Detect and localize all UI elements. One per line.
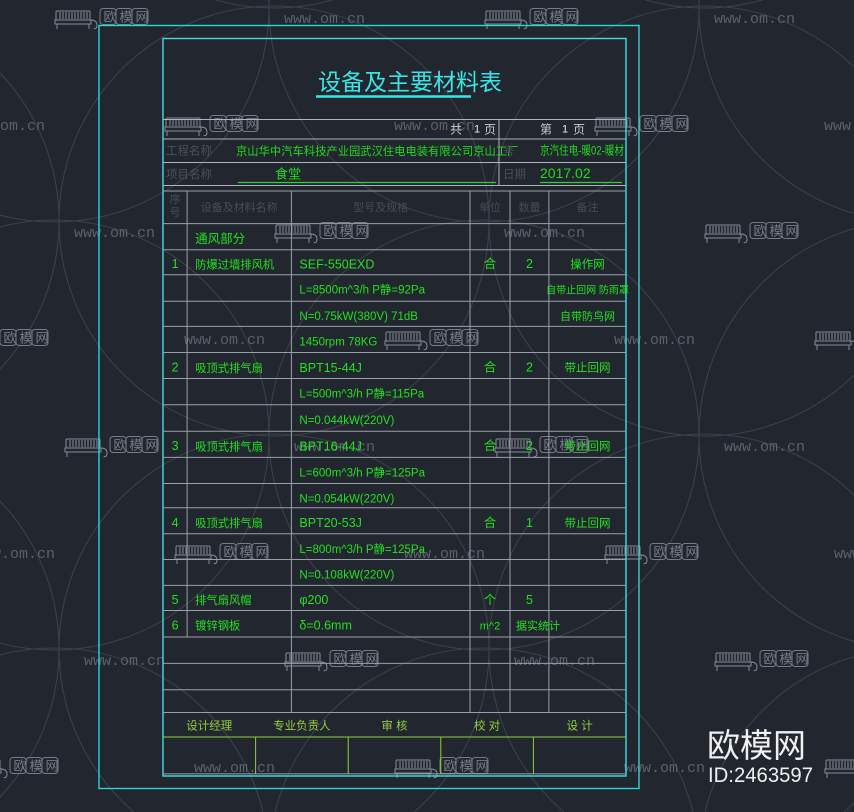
svg-text:防爆过墙排风机: 防爆过墙排风机 <box>195 257 275 271</box>
svg-text:欧模网: 欧模网 <box>707 727 806 764</box>
svg-text:吸顶式排气扇: 吸顶式排气扇 <box>195 440 263 454</box>
svg-text:据实统计: 据实统计 <box>516 618 560 632</box>
svg-text:L=8500m^3/h P静=92Pa: L=8500m^3/h P静=92Pa <box>299 283 425 297</box>
svg-text:N=0.75kW(380V) 71dB: N=0.75kW(380V) 71dB <box>299 311 418 323</box>
svg-text:吸顶式排气扇: 吸顶式排气扇 <box>195 516 263 530</box>
svg-text:审 核: 审 核 <box>381 719 408 733</box>
svg-text:带止回网: 带止回网 <box>565 440 611 453</box>
svg-text:京汽住电-暖02-暖材: 京汽住电-暖02-暖材 <box>540 143 624 158</box>
svg-text:备注: 备注 <box>577 200 599 214</box>
svg-text:吸顶式排气扇: 吸顶式排气扇 <box>195 361 263 375</box>
svg-text:食堂: 食堂 <box>275 167 301 182</box>
svg-text:2: 2 <box>526 257 533 271</box>
svg-text:BPT15-44J: BPT15-44J <box>299 361 362 375</box>
svg-text:2017.02: 2017.02 <box>540 165 591 181</box>
svg-text:BPT16-44J: BPT16-44J <box>299 440 362 454</box>
svg-text:序: 序 <box>170 192 181 206</box>
svg-text:数量: 数量 <box>519 201 541 214</box>
svg-text:L=600m^3/h P静=125Pa: L=600m^3/h P静=125Pa <box>299 465 425 479</box>
svg-text:6: 6 <box>172 618 179 632</box>
svg-text:设备及主要材料表: 设备及主要材料表 <box>318 69 502 95</box>
svg-text:BPT20-53J: BPT20-53J <box>299 516 362 530</box>
svg-text:L=800m^3/h P静=125Pa: L=800m^3/h P静=125Pa <box>299 542 425 556</box>
svg-text:日期: 日期 <box>503 168 526 181</box>
svg-text:共: 共 <box>450 123 462 137</box>
svg-text:专业负责人: 专业负责人 <box>273 719 331 733</box>
svg-text:设计经理: 设计经理 <box>186 720 232 733</box>
svg-text:自带止回网 防雨罩: 自带止回网 防雨罩 <box>546 284 629 297</box>
svg-text:合: 合 <box>484 360 497 375</box>
svg-text:5: 5 <box>172 593 179 607</box>
svg-text:N=0.054kW(220V): N=0.054kW(220V) <box>299 493 394 505</box>
svg-text:1: 1 <box>526 516 533 530</box>
svg-text:京山华中汽车科技产业园武汉住电电装有限公司京山工厂: 京山华中汽车科技产业园武汉住电电装有限公司京山工厂 <box>236 144 518 158</box>
svg-text:N=0.044kW(220V): N=0.044kW(220V) <box>299 415 394 427</box>
svg-text:L=500m^3/h P静=115Pa: L=500m^3/h P静=115Pa <box>299 387 424 401</box>
svg-text:自带防鸟网: 自带防鸟网 <box>560 309 615 323</box>
svg-text:校 对: 校 对 <box>474 719 501 733</box>
svg-text:设备及材料名称: 设备及材料名称 <box>201 200 278 214</box>
svg-text:m^2: m^2 <box>480 620 500 632</box>
svg-text:2: 2 <box>526 361 533 375</box>
svg-text:3: 3 <box>172 439 179 453</box>
svg-text:SEF-550EXD: SEF-550EXD <box>299 257 374 271</box>
svg-text:通风部分: 通风部分 <box>195 231 245 246</box>
svg-text:1: 1 <box>562 124 568 136</box>
svg-text:号: 号 <box>170 206 181 219</box>
svg-text:页: 页 <box>573 123 585 137</box>
svg-text:型号及规格: 型号及规格 <box>353 200 408 214</box>
svg-text:合: 合 <box>484 515 497 530</box>
svg-text:1: 1 <box>172 257 179 271</box>
svg-text:带止回网: 带止回网 <box>565 362 611 375</box>
svg-text:2: 2 <box>526 439 533 453</box>
svg-text:合: 合 <box>484 438 497 453</box>
svg-text:1: 1 <box>474 124 480 136</box>
svg-text:设 计: 设 计 <box>567 720 594 733</box>
svg-text:合: 合 <box>484 256 497 271</box>
svg-text:ID:2463597: ID:2463597 <box>708 764 813 787</box>
svg-text:镀锌钢板: 镀锌钢板 <box>195 619 240 633</box>
svg-text:δ=0.6mm: δ=0.6mm <box>299 619 351 633</box>
svg-text:1450rpm 78KG: 1450rpm 78KG <box>299 337 377 349</box>
svg-text:N=0.108kW(220V): N=0.108kW(220V) <box>299 570 394 582</box>
svg-text:第: 第 <box>540 123 552 137</box>
svg-text:工程名称: 工程名称 <box>166 144 212 158</box>
svg-text:操作网: 操作网 <box>570 257 605 271</box>
svg-text:带止回网: 带止回网 <box>565 517 611 530</box>
svg-text:5: 5 <box>526 593 533 607</box>
svg-text:单位: 单位 <box>479 200 501 214</box>
svg-text:项目名称: 项目名称 <box>166 167 212 181</box>
svg-text:4: 4 <box>172 516 179 530</box>
svg-text:排气扇风帽: 排气扇风帽 <box>195 593 252 607</box>
svg-text:页: 页 <box>484 123 496 137</box>
svg-text:个: 个 <box>484 593 497 607</box>
svg-text:号: 号 <box>503 145 515 158</box>
svg-text:2: 2 <box>172 361 179 375</box>
svg-text:φ200: φ200 <box>299 593 328 607</box>
